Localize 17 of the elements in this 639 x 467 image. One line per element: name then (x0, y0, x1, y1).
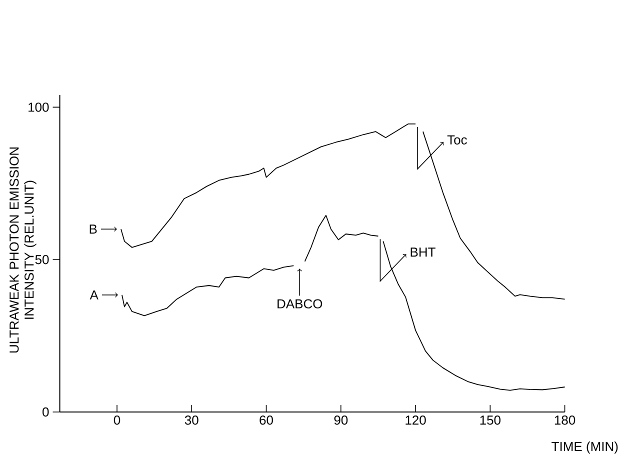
x-tick-label: 30 (184, 416, 198, 425)
annotation: Toc (447, 135, 467, 144)
x-tick-label: 150 (480, 416, 500, 425)
annotation: DABCO (278, 299, 322, 308)
x-tick-label: 90 (334, 416, 348, 425)
y-tick-label: 100 (28, 102, 49, 112)
legend-label: B (90, 224, 97, 234)
y-tick-label: 0 (42, 407, 49, 417)
legend-label: A (90, 290, 98, 300)
x-tick-label: 60 (260, 416, 273, 425)
y-axis-title: ULTRAWEAK PHOTON EMISSION INTENSITY (REL.UNIT) (10, 148, 36, 353)
x-tick-label: 0 (114, 416, 120, 425)
x-tick-label: 120 (406, 416, 426, 425)
x-axis-title: TIME (MIN) (552, 442, 618, 454)
y-tick-label: 50 (35, 254, 49, 264)
x-tick-label: 180 (554, 416, 576, 425)
annotation: BHT (410, 248, 436, 257)
